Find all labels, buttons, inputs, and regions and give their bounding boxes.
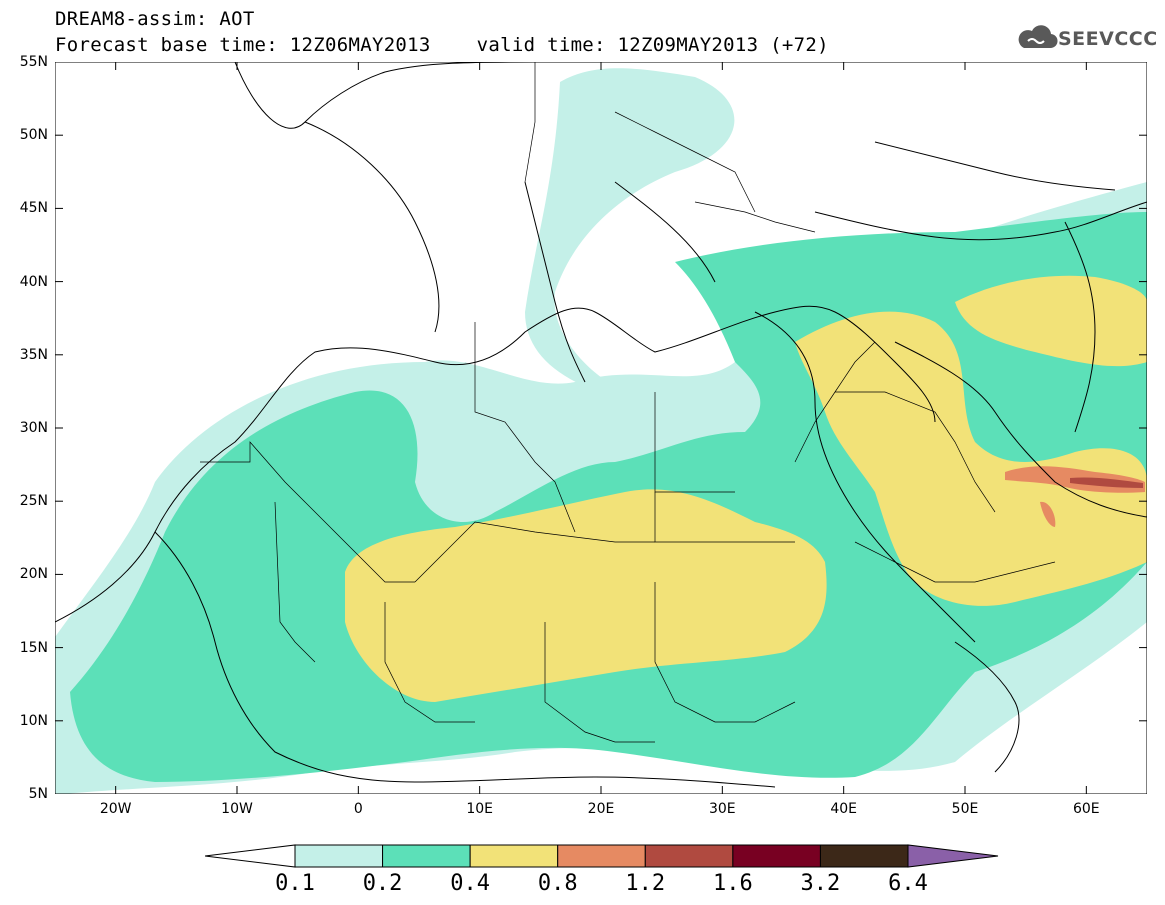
seevccc-logo: SEEVCCC [1018, 22, 1158, 56]
logo-text: SEEVCCC [1058, 28, 1158, 50]
lat-tick-label: 45N [19, 200, 48, 217]
lon-tick-label: 60E [1072, 801, 1100, 817]
colorbar-level-label: 6.4 [888, 871, 928, 896]
lon-tick-label: 30E [708, 801, 736, 817]
lon-tick-label: 10W [221, 801, 253, 817]
colorbar-box [382, 844, 471, 868]
lat-tick-label: 25N [19, 493, 48, 510]
country-borders [200, 62, 1056, 743]
colorbar-level-label: 3.2 [800, 871, 841, 896]
x-ticks [115, 62, 1087, 794]
colorbar-box [294, 844, 384, 868]
lat-tick-label: 20N [19, 566, 48, 583]
lat-tick-label: 55N [19, 54, 48, 70]
colorbar-lower-triangle [205, 844, 296, 868]
lat-tick-label: 5N [28, 786, 48, 802]
valid-time: valid time: 12Z09MAY2013 (+72) [476, 34, 829, 56]
lon-tick-label: 20E [587, 801, 615, 817]
colorbar-box [469, 844, 559, 868]
colorbar-box [557, 844, 646, 868]
map-title: DREAM8-assim: AOT [55, 8, 255, 30]
lat-tick-label: 40N [19, 273, 48, 290]
coastlines [55, 62, 1147, 788]
colorbar-level-label: 1.6 [712, 871, 753, 896]
lon-tick-label: 0 [353, 801, 363, 817]
colorbar-level-label: 1.2 [625, 871, 666, 896]
aot-1.2-1.6-region [1070, 477, 1143, 488]
colorbar-box [732, 844, 821, 868]
colorbar [205, 844, 999, 868]
lat-tick-label: 35N [19, 346, 48, 363]
colorbar-upper-triangle [907, 844, 999, 868]
colorbar-level-label: 0.4 [450, 871, 491, 896]
cloud-icon [1018, 25, 1058, 49]
lat-tick-label: 10N [19, 712, 48, 729]
base-time: Forecast base time: 12Z06MAY2013 [55, 34, 431, 56]
lat-tick-label: 30N [19, 420, 48, 436]
colorbar-boxes [294, 844, 909, 868]
colorbar-level-label: 0.1 [275, 871, 315, 896]
lon-tick-label: 10E [466, 801, 493, 817]
aot-map [55, 62, 1147, 794]
lon-tick-label: 40E [830, 801, 857, 817]
colorbar-level-label: 0.2 [362, 871, 403, 896]
time-info: Forecast base time: 12Z06MAY2013 valid ti… [55, 34, 829, 56]
lon-tick-label: 50E [951, 801, 979, 817]
colorbar-box [644, 844, 734, 868]
y-ticks [55, 62, 1147, 794]
colorbar-level-label: 0.8 [537, 871, 578, 896]
colorbar-box [819, 844, 909, 868]
aot-0.4-0.8-region [345, 275, 1147, 702]
lon-tick-label: 20W [99, 801, 132, 817]
lat-tick-label: 50N [19, 127, 48, 144]
lat-tick-label: 15N [19, 639, 48, 656]
